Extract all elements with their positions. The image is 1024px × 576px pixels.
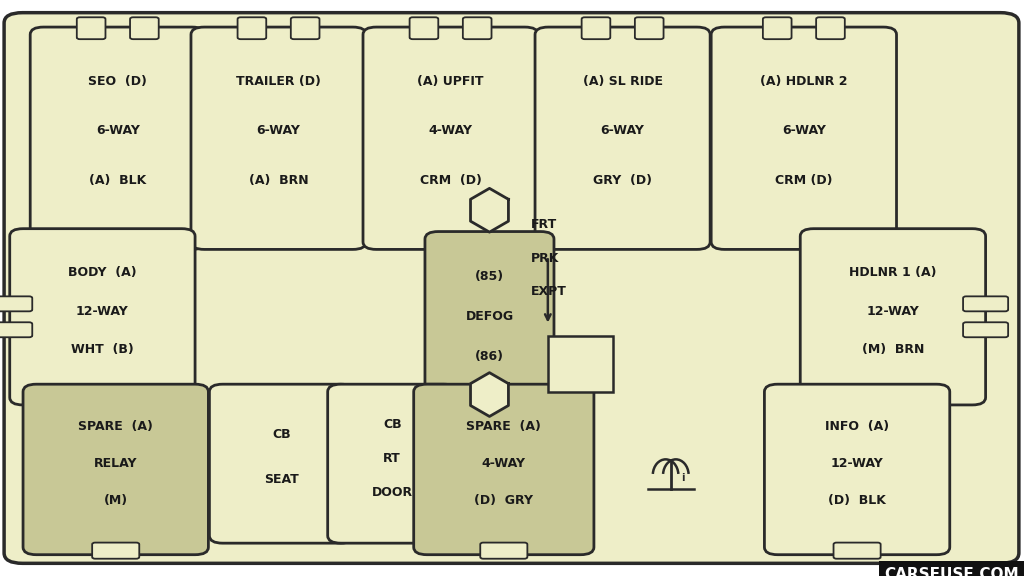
Text: TRAILER (D): TRAILER (D) [237,75,321,88]
Text: CARSFUSE.COM: CARSFUSE.COM [885,567,1019,576]
Text: DEFOG: DEFOG [466,310,513,323]
Text: (86): (86) [475,350,504,363]
FancyBboxPatch shape [963,323,1008,338]
FancyBboxPatch shape [801,229,985,405]
Text: (A) UPFIT: (A) UPFIT [418,75,483,88]
FancyBboxPatch shape [238,17,266,39]
Text: CB: CB [383,418,401,431]
Text: 6-WAY: 6-WAY [782,124,825,137]
Text: SEAT: SEAT [264,473,299,486]
FancyBboxPatch shape [10,229,195,405]
Text: 6-WAY: 6-WAY [257,124,300,137]
Text: (M): (M) [103,494,128,507]
FancyBboxPatch shape [582,17,610,39]
Text: 6-WAY: 6-WAY [601,124,644,137]
FancyBboxPatch shape [77,17,105,39]
Text: SEO  (D): SEO (D) [88,75,147,88]
Text: CRM  (D): CRM (D) [420,174,481,187]
Text: CB: CB [272,428,291,441]
FancyBboxPatch shape [963,296,1008,311]
Text: EXPT: EXPT [530,285,566,298]
Text: (A)  BRN: (A) BRN [249,174,308,187]
FancyBboxPatch shape [816,17,845,39]
Text: 12-WAY: 12-WAY [830,457,884,471]
FancyBboxPatch shape [834,543,881,559]
Text: (A) SL RIDE: (A) SL RIDE [583,75,663,88]
Text: CRM (D): CRM (D) [775,174,833,187]
FancyBboxPatch shape [480,543,527,559]
FancyBboxPatch shape [210,384,354,543]
Text: 12-WAY: 12-WAY [76,305,129,317]
FancyBboxPatch shape [31,27,205,249]
Text: 12-WAY: 12-WAY [866,305,920,317]
Text: SPARE  (A): SPARE (A) [466,420,542,433]
FancyBboxPatch shape [425,232,554,414]
FancyBboxPatch shape [535,27,711,249]
Text: (A)  BLK: (A) BLK [89,174,146,187]
Text: (D)  BLK: (D) BLK [828,494,886,507]
FancyBboxPatch shape [549,336,612,392]
Polygon shape [470,188,509,232]
FancyBboxPatch shape [463,17,492,39]
Text: BODY  (A): BODY (A) [68,266,137,279]
FancyBboxPatch shape [414,384,594,555]
FancyBboxPatch shape [92,543,139,559]
Text: DOOR: DOOR [372,486,413,499]
FancyBboxPatch shape [764,384,950,555]
Text: 6-WAY: 6-WAY [96,124,139,137]
Text: (85): (85) [475,270,504,283]
FancyBboxPatch shape [410,17,438,39]
FancyBboxPatch shape [362,27,539,249]
Text: INFO  (A): INFO (A) [825,420,889,433]
FancyBboxPatch shape [711,27,897,249]
Text: (A) HDLNR 2: (A) HDLNR 2 [760,75,848,88]
Text: WHT  (B): WHT (B) [71,343,134,356]
FancyBboxPatch shape [4,13,1019,563]
FancyBboxPatch shape [0,296,33,311]
Text: HDLNR 1 (A): HDLNR 1 (A) [849,266,937,279]
FancyBboxPatch shape [190,27,367,249]
FancyBboxPatch shape [0,323,33,338]
Text: 4-WAY: 4-WAY [429,124,472,137]
Text: (D)  GRY: (D) GRY [474,494,534,507]
Text: RELAY: RELAY [94,457,137,471]
FancyBboxPatch shape [291,17,319,39]
Text: (M)  BRN: (M) BRN [862,343,924,356]
Text: SPARE  (A): SPARE (A) [78,420,154,433]
Text: 4-WAY: 4-WAY [482,457,525,471]
Text: PRK: PRK [530,252,559,264]
FancyBboxPatch shape [635,17,664,39]
FancyBboxPatch shape [24,384,209,555]
Polygon shape [470,373,509,416]
FancyBboxPatch shape [328,384,457,543]
Text: GRY  (D): GRY (D) [593,174,652,187]
Text: i: i [681,473,685,483]
FancyBboxPatch shape [763,17,792,39]
Text: RT: RT [383,452,401,465]
Text: FRT: FRT [530,218,557,231]
FancyBboxPatch shape [130,17,159,39]
